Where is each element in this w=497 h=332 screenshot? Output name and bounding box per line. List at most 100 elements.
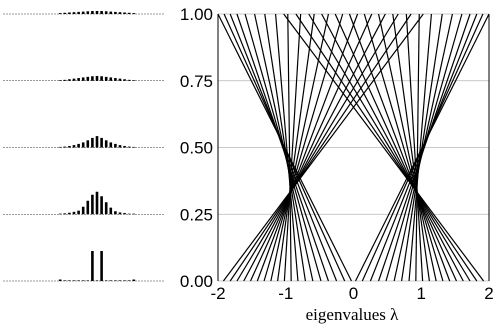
eigenvalue-trajectory	[405, 13, 424, 282]
distribution-bar	[86, 76, 90, 81]
distribution-bar	[68, 146, 71, 148]
distribution-bar	[63, 146, 67, 148]
distribution-bar	[72, 78, 76, 81]
distribution-bar	[68, 12, 71, 14]
distribution-bar	[91, 76, 94, 81]
eigenvalue-trajectory	[377, 13, 437, 282]
distribution-bar	[72, 280, 76, 281]
eigenvalue-trajectory	[308, 13, 471, 282]
x-tick-label: -1	[278, 284, 293, 303]
distribution-bar	[58, 80, 62, 81]
distribution-bar	[95, 11, 99, 14]
distribution-bar	[58, 13, 62, 14]
distribution-bar	[58, 146, 62, 148]
x-tick-label: 0	[349, 284, 358, 303]
distribution-bar	[114, 11, 117, 14]
distribution-bar	[58, 213, 62, 215]
distribution-bar	[123, 280, 126, 281]
x-axis-title: eigenvalues λ	[306, 305, 399, 324]
x-tick-label: 2	[484, 284, 493, 303]
distribution-bar	[100, 11, 103, 14]
distribution-bar	[68, 79, 71, 81]
distribution-insets	[58, 11, 136, 281]
distribution-bar	[91, 251, 94, 281]
eigenvalue-trajectory	[361, 13, 484, 282]
eigenvalue-trajectory	[408, 13, 433, 282]
eigenvalue-trajectory	[274, 13, 299, 282]
distribution-bar	[127, 280, 131, 281]
x-tick-label: 1	[417, 284, 426, 303]
distribution-bar	[118, 12, 122, 14]
eigenvalue-trajectory	[348, 13, 451, 282]
tick-labels: 0.00 0.25 0.50 0.75 1.00 -2 -1 0 1 2	[180, 5, 494, 303]
eigenvalue-trajectory	[223, 13, 346, 282]
distribution-bar	[118, 212, 122, 215]
distribution-bar	[100, 251, 103, 281]
distribution-bar	[104, 76, 108, 81]
y-tick-label: 1.00	[180, 5, 213, 24]
distribution-bar	[114, 78, 117, 81]
distribution-bar	[81, 77, 85, 81]
distribution-bar	[63, 79, 67, 81]
distribution-bar	[81, 142, 85, 148]
distribution-bar	[68, 280, 71, 281]
distribution-bar	[95, 75, 99, 81]
eigenvalue-trajectory	[385, 13, 463, 282]
distribution-bar	[58, 279, 62, 281]
distribution-bar	[132, 146, 136, 148]
distribution-bar	[86, 200, 90, 215]
distribution-bar	[100, 76, 103, 81]
distribution-bar	[95, 136, 99, 148]
distribution-bar	[86, 280, 90, 281]
distribution-bar	[118, 145, 122, 148]
y-tick-label: 0.00	[180, 272, 213, 291]
eigenvalue-trajectory	[256, 13, 359, 282]
y-tick-label: 0.25	[180, 205, 213, 224]
distribution-bar	[109, 280, 113, 281]
distribution-bar	[123, 213, 126, 215]
distribution-bar	[127, 146, 131, 148]
distribution-bar	[77, 78, 80, 81]
eigenvalue-trajectory	[415, 13, 420, 282]
distribution-bar	[86, 11, 90, 14]
distribution-bar	[104, 11, 108, 14]
eigenvalue-trajectory	[334, 13, 458, 282]
distribution-bar	[104, 140, 108, 148]
distribution-bar	[86, 140, 90, 148]
distribution-bar	[63, 280, 67, 281]
distribution-bar	[123, 12, 126, 14]
distribution-bar	[118, 280, 122, 281]
distribution-bar	[114, 280, 117, 281]
eigenvalue-trajectory	[392, 13, 430, 282]
distribution-bar	[72, 145, 76, 148]
distribution-bar	[109, 77, 113, 81]
distribution-bar	[68, 212, 71, 215]
eigenvalue-trajectory	[287, 13, 292, 282]
distribution-bar	[132, 80, 136, 81]
distribution-bar	[123, 79, 126, 81]
distribution-bar	[77, 280, 80, 281]
distribution-bar	[81, 280, 85, 281]
distribution-bar	[127, 12, 131, 14]
eigenvalue-trajectory	[277, 13, 315, 282]
eigenvalue-trajectory	[401, 13, 443, 282]
distribution-bar	[63, 12, 67, 14]
eigenvalue-trajectory	[283, 13, 485, 282]
distribution-bar	[109, 142, 113, 148]
distribution-bar	[104, 280, 108, 281]
plot-area	[217, 13, 490, 282]
distribution-bar	[132, 213, 136, 215]
distribution-bar	[81, 11, 85, 14]
eigenvalue-trajectory	[393, 13, 453, 282]
eigenvalue-trajectory	[243, 13, 386, 282]
eigenvalue-trajectory	[321, 13, 464, 282]
distribution-bar	[95, 280, 99, 281]
eigenvalue-trajectory	[229, 13, 412, 282]
distribution-bar	[81, 206, 85, 215]
distribution-bar	[109, 207, 113, 215]
distribution-bar	[91, 137, 94, 148]
distribution-bar	[95, 191, 99, 215]
eigenvalue-trajectory	[263, 13, 344, 282]
eigenvalue-trajectory	[236, 13, 399, 282]
